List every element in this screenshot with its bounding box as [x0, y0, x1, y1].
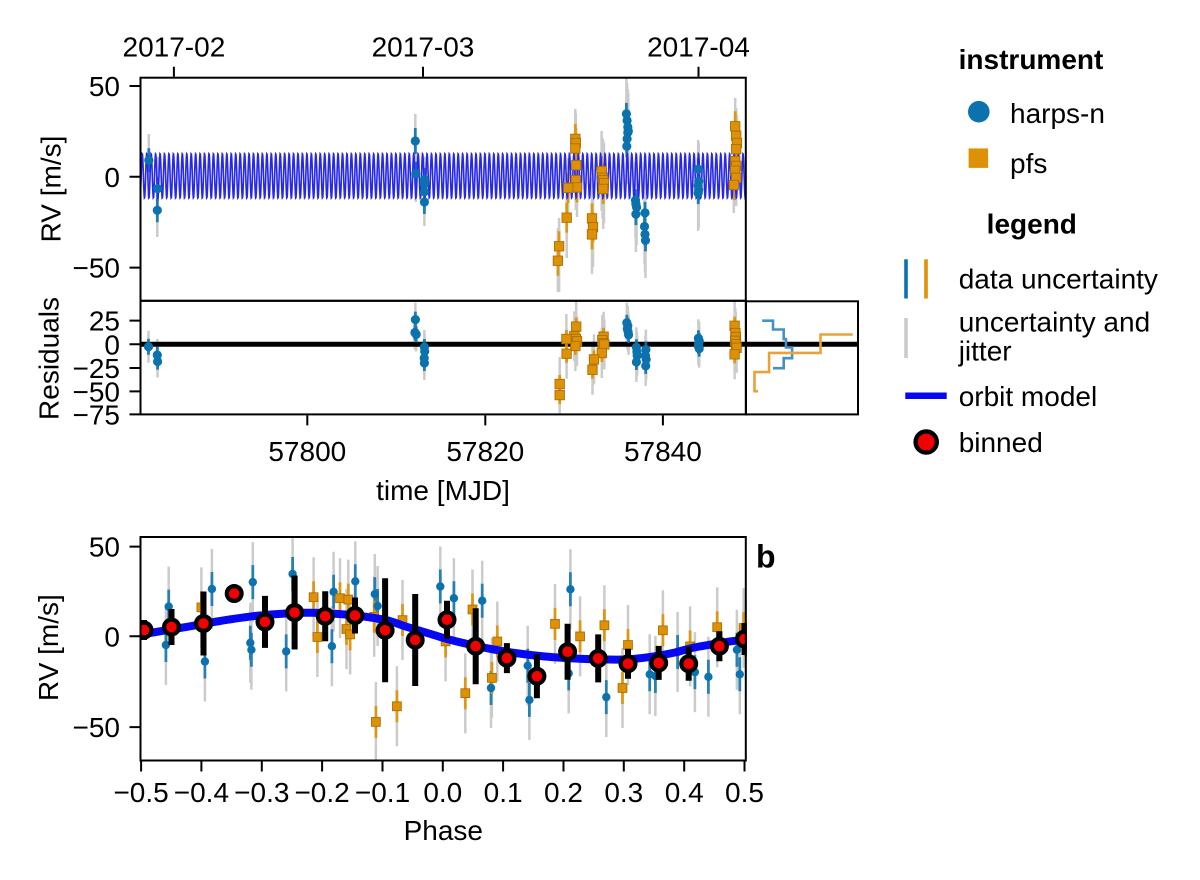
svg-text:Residuals: Residuals: [34, 297, 65, 420]
svg-text:RV [m/s]: RV [m/s]: [33, 594, 64, 701]
svg-text:−0.3: −0.3: [234, 777, 289, 808]
svg-text:0.4: 0.4: [665, 777, 704, 808]
svg-text:uncertainty and: uncertainty and: [959, 307, 1150, 338]
svg-text:time [MJD]: time [MJD]: [376, 475, 510, 506]
svg-text:0.5: 0.5: [725, 777, 764, 808]
svg-text:50: 50: [89, 532, 120, 563]
svg-text:binned: binned: [959, 427, 1043, 458]
svg-text:legend: legend: [987, 209, 1077, 240]
svg-text:−0.5: −0.5: [113, 777, 168, 808]
svg-text:orbit model: orbit model: [959, 381, 1098, 412]
svg-text:−0.2: −0.2: [294, 777, 349, 808]
svg-text:−25: −25: [73, 353, 121, 384]
svg-text:−0.1: −0.1: [355, 777, 410, 808]
svg-text:0.3: 0.3: [604, 777, 643, 808]
svg-text:2017-02: 2017-02: [123, 32, 226, 63]
svg-text:jitter: jitter: [958, 335, 1012, 366]
svg-text:0: 0: [104, 329, 120, 360]
svg-text:−50: −50: [73, 376, 121, 407]
svg-text:2017-04: 2017-04: [647, 32, 750, 63]
svg-text:0: 0: [104, 162, 120, 193]
svg-text:RV [m/s]: RV [m/s]: [36, 136, 67, 243]
svg-text:0.1: 0.1: [484, 777, 523, 808]
svg-text:−50: −50: [73, 712, 121, 743]
svg-text:2017-03: 2017-03: [372, 32, 475, 63]
svg-text:25: 25: [89, 306, 120, 337]
svg-text:50: 50: [89, 71, 120, 102]
svg-text:0: 0: [104, 621, 120, 652]
svg-text:Phase: Phase: [404, 815, 483, 846]
svg-text:57840: 57840: [624, 436, 702, 467]
svg-text:−50: −50: [73, 253, 121, 284]
svg-text:pfs: pfs: [1010, 148, 1047, 179]
svg-text:0.0: 0.0: [423, 777, 462, 808]
svg-text:0.2: 0.2: [544, 777, 583, 808]
svg-text:b: b: [756, 539, 776, 575]
svg-text:−0.4: −0.4: [174, 777, 229, 808]
svg-text:57820: 57820: [446, 436, 524, 467]
svg-text:57800: 57800: [268, 436, 346, 467]
svg-text:harps-n: harps-n: [1010, 98, 1105, 129]
svg-text:data uncertainty: data uncertainty: [959, 264, 1158, 295]
svg-text:instrument: instrument: [959, 44, 1104, 75]
svg-text:−75: −75: [73, 399, 121, 430]
